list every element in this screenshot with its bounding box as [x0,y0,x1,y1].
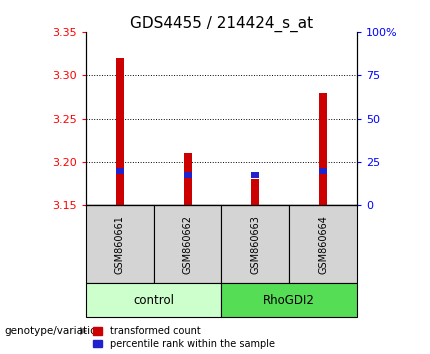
Text: RhoGDI2: RhoGDI2 [263,293,315,307]
Text: GSM860662: GSM860662 [183,215,193,274]
Bar [251,179,259,205]
Title: GDS4455 / 214424_s_at: GDS4455 / 214424_s_at [130,16,313,32]
Bar [116,58,124,205]
Text: GSM860663: GSM860663 [250,215,260,274]
Bar [116,167,124,174]
Bar [319,93,327,205]
Text: GSM860661: GSM860661 [115,215,125,274]
Text: GSM860664: GSM860664 [318,215,328,274]
Text: genotype/variation: genotype/variation [4,326,104,336]
Polygon shape [80,326,87,336]
Bar [251,172,259,178]
Legend: transformed count, percentile rank within the sample: transformed count, percentile rank withi… [93,326,274,349]
Bar [221,283,357,317]
Bar [184,153,192,205]
Bar [319,167,327,174]
Bar [154,205,221,283]
Bar [184,172,192,178]
Bar [221,205,289,283]
Bar [289,205,357,283]
Bar [86,205,154,283]
Bar [86,283,221,317]
Text: control: control [133,293,174,307]
